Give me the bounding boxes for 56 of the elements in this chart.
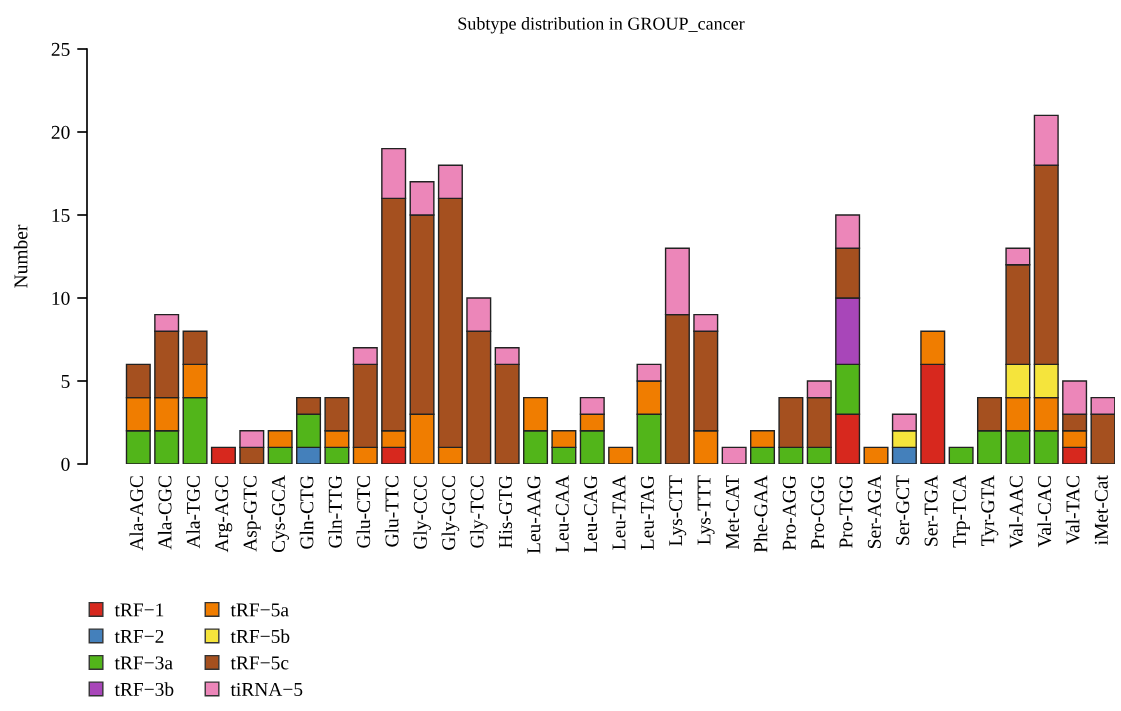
legend-label: tRF−1 bbox=[114, 603, 164, 617]
bar bbox=[863, 446, 889, 464]
legend-label: tRF−5a bbox=[230, 603, 289, 617]
bar bbox=[608, 446, 634, 464]
x-tick-label: Ala-TGC bbox=[186, 476, 200, 549]
x-tick-label: Glu-CTC bbox=[356, 476, 371, 548]
x-tick-label: Gly-TCC bbox=[469, 476, 488, 548]
y-tick-label: 5 bbox=[61, 375, 70, 388]
x-tick-label: Cys-GCA bbox=[271, 475, 289, 553]
legend-label: tRF−3b bbox=[114, 682, 174, 696]
x-tick-label: Leu-AAG bbox=[527, 475, 541, 554]
x-tick-label: Gln-TTG bbox=[328, 475, 342, 548]
x-tick-label: Leu-CAA bbox=[555, 475, 569, 553]
x-tick-label: Arg-AGC bbox=[215, 476, 233, 553]
x-tick-label: Asp-GTC bbox=[243, 476, 261, 552]
x-tick-label: Trp-TCA bbox=[952, 475, 970, 548]
x-tick-label: Tyr-GTA bbox=[981, 475, 999, 546]
x-tick-label: Pro-AGG bbox=[782, 475, 796, 551]
x-tick-label: Ser-TGA bbox=[924, 475, 938, 546]
x-tick-label: Leu-TAA bbox=[612, 475, 626, 550]
bar bbox=[210, 446, 236, 464]
bar bbox=[948, 446, 974, 464]
y-tick-label: 10 bbox=[52, 291, 70, 305]
x-tick-label: Ala-CGC bbox=[157, 476, 172, 550]
x-tick-label: Ala-AGC bbox=[129, 476, 144, 551]
x-tick-label: Pro-TGG bbox=[839, 475, 853, 548]
x-tick-label: Gly-CCC bbox=[413, 476, 431, 549]
legend-label: tiRNA−5 bbox=[230, 682, 303, 696]
y-tick-label: 25 bbox=[51, 42, 70, 56]
x-tick-label: Lys-TTT bbox=[697, 475, 715, 545]
x-tick-label: Met-CAT bbox=[725, 475, 740, 550]
x-tick-label: Lys-CTT bbox=[669, 475, 687, 546]
bar bbox=[721, 446, 747, 464]
legend-label: tRF−2 bbox=[114, 629, 164, 643]
legend-label: tRF−5c bbox=[230, 656, 289, 670]
y-tick-label: 15 bbox=[52, 208, 70, 222]
x-tick-label: Gln-CTG bbox=[299, 475, 314, 549]
x-tick-label: Ser-AGA bbox=[867, 475, 881, 548]
x-tick-label: Gly-GCC bbox=[441, 476, 460, 550]
x-tick-label: Glu-TTC bbox=[384, 476, 399, 547]
x-tick-label: His-GTG bbox=[498, 475, 513, 548]
x-tick-label: iMet-Cat bbox=[1094, 475, 1108, 545]
chart-title: Subtype distribution in GROUP_cancer bbox=[458, 17, 745, 34]
y-tick-label: 0 bbox=[61, 457, 70, 471]
legend-label: tRF−5b bbox=[230, 629, 290, 643]
x-tick-label: Val-CAC bbox=[1037, 476, 1052, 548]
x-tick-label: Pro-CGG bbox=[811, 475, 825, 550]
x-tick-label: Val-TAC bbox=[1065, 476, 1080, 545]
x-tick-label: Val-AAC bbox=[1009, 476, 1023, 549]
x-tick-label: Phe-GAA bbox=[753, 475, 768, 553]
x-tick-label: Ser-GCT bbox=[896, 475, 910, 545]
y-axis-title: Number bbox=[13, 224, 28, 288]
x-tick-label: Leu-CAG bbox=[584, 475, 598, 553]
x-tick-label: Leu-TAG bbox=[640, 475, 654, 550]
y-tick-label: 20 bbox=[51, 125, 70, 139]
legend-label: tRF−3a bbox=[114, 656, 173, 670]
